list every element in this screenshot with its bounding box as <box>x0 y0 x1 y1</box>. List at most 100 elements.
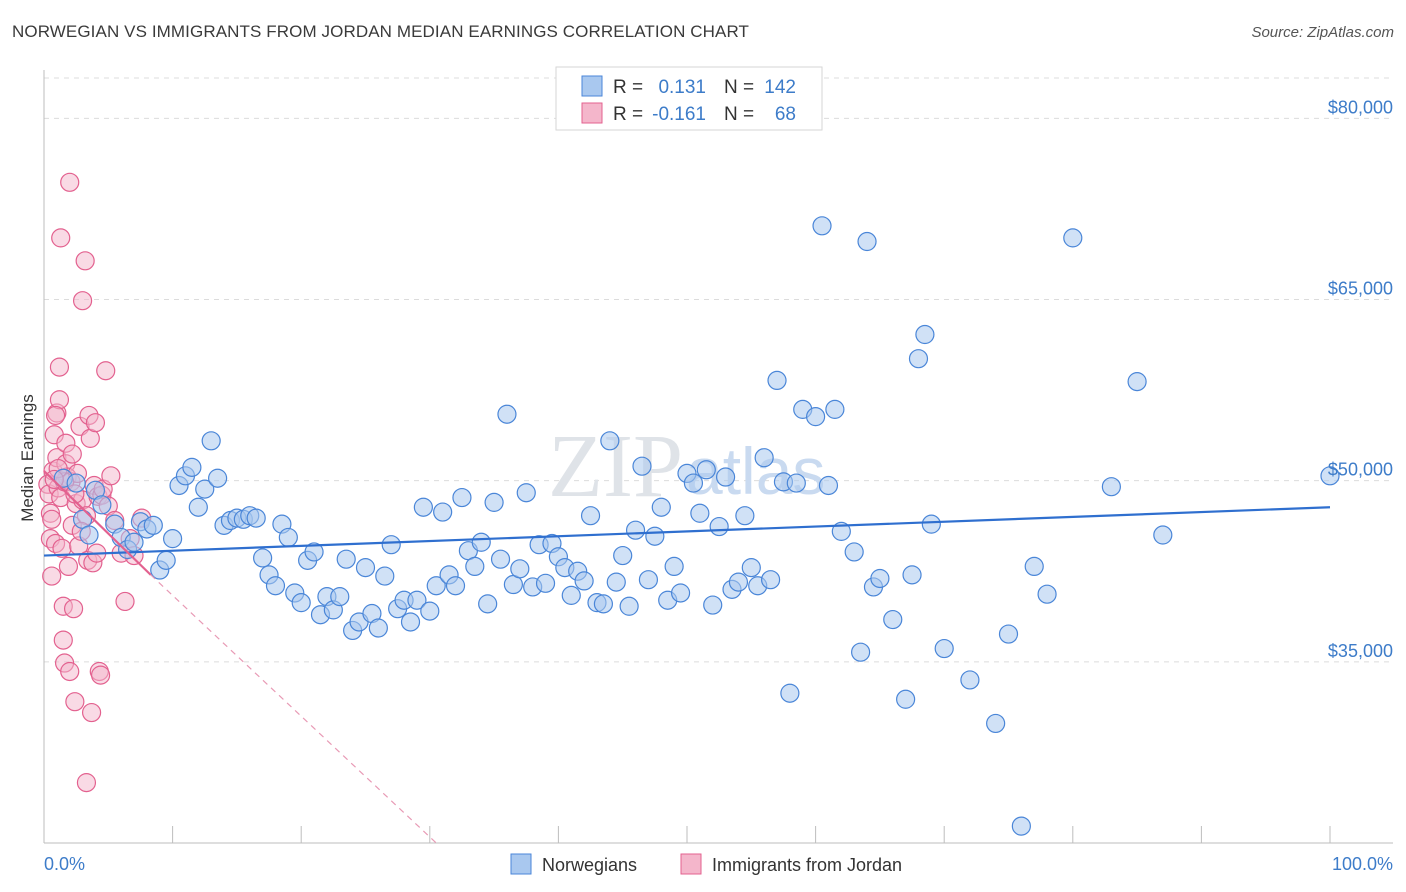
jordan-point <box>76 773 97 793</box>
norwegian-point <box>960 670 980 690</box>
norwegian-point <box>452 487 472 508</box>
jordan-point <box>45 405 66 426</box>
legend-n-label-1: N = <box>724 77 754 98</box>
norwegian-point <box>683 473 704 493</box>
norwegian-point <box>760 570 781 590</box>
norwegian-point <box>304 542 324 562</box>
norwegian-point <box>870 568 890 589</box>
jordan-point <box>85 413 106 433</box>
norwegian-point <box>510 559 530 579</box>
norwegian-point <box>921 514 941 534</box>
norwegian-point <box>445 576 466 596</box>
norwegian-point <box>638 570 659 590</box>
x-tick-min: 0.0% <box>44 854 85 874</box>
norwegian-point <box>754 448 774 468</box>
norwegian-point <box>420 601 440 621</box>
norwegian-point <box>195 479 215 499</box>
norwegian-point <box>400 612 421 632</box>
norwegian-point <box>163 529 183 549</box>
norwegian-point <box>896 689 916 709</box>
norwegian-point <box>696 460 716 480</box>
norwegian-point <box>1127 372 1147 392</box>
y-tick-labels: $35,000 $50,000 $65,000 $80,000 <box>1328 97 1393 661</box>
axes <box>43 70 1393 844</box>
legend-n-value-1: 142 <box>764 77 796 98</box>
norwegian-point <box>381 535 401 555</box>
norwegian-point <box>471 532 491 552</box>
norwegian-point <box>66 473 86 493</box>
norwegian-point <box>728 572 749 592</box>
norwegian-points <box>53 216 1340 836</box>
grid-lines <box>44 77 1393 663</box>
norwegian-point <box>593 594 614 614</box>
norwegian-point <box>574 571 594 591</box>
norwegian-point <box>670 583 691 603</box>
norwegian-point <box>818 475 839 496</box>
source-label: Source: ZipAtlas.com <box>1251 24 1394 41</box>
norwegian-point <box>580 506 601 526</box>
norwegian-point <box>182 457 202 477</box>
norwegian-point <box>336 549 356 569</box>
jordan-point <box>42 509 62 529</box>
y-tick-label: $65,000 <box>1328 278 1393 298</box>
norwegian-point <box>741 558 761 578</box>
legend-swatch-norwegians <box>581 75 603 97</box>
jordan-point <box>51 228 71 248</box>
jordan-point <box>90 665 111 685</box>
norwegian-point <box>208 468 228 488</box>
norwegian-point <box>156 550 176 570</box>
norwegian-point <box>1320 466 1340 486</box>
norwegian-point <box>246 508 266 528</box>
norwegian-point <box>606 572 626 592</box>
norwegian-point <box>478 594 498 614</box>
norwegian-trend-line <box>43 506 1331 557</box>
norwegian-point <box>690 503 710 523</box>
norwegian-point <box>413 497 433 517</box>
norwegian-point <box>632 456 652 476</box>
norwegian-point <box>143 515 163 535</box>
jordan-point <box>60 172 80 192</box>
jordan-point <box>60 661 80 682</box>
legend-r-value-2: -0.161 <box>652 104 706 125</box>
norwegian-point <box>600 431 620 451</box>
norwegian-point <box>426 576 446 596</box>
y-tick-label: $50,000 <box>1328 460 1393 480</box>
norwegian-point <box>368 618 388 638</box>
norwegian-point <box>79 525 99 545</box>
trend-lines <box>43 470 1331 844</box>
norwegian-point <box>433 502 453 522</box>
norwegian-point <box>490 549 511 569</box>
jordan-point <box>81 702 102 723</box>
y-tick-label: $80,000 <box>1328 97 1393 117</box>
norwegian-point <box>805 407 826 427</box>
norwegian-point <box>934 638 954 659</box>
norwegian-point <box>278 527 298 548</box>
legend-n-label-2: N = <box>724 104 754 125</box>
norwegian-point <box>1063 228 1083 248</box>
jordan-point <box>65 692 85 712</box>
norwegian-point <box>767 370 787 391</box>
norwegian-point <box>645 526 665 546</box>
norwegian-point <box>561 585 581 605</box>
norwegian-point <box>831 521 851 541</box>
norwegian-point <box>902 565 922 585</box>
norwegian-point <box>844 542 864 562</box>
x-tick-max: 100.0% <box>1332 854 1393 874</box>
norwegian-point <box>619 596 639 616</box>
bottom-legend-swatch-norwegians <box>510 853 532 875</box>
norwegian-point <box>1153 525 1173 545</box>
norwegian-point <box>812 216 832 236</box>
norwegian-point <box>780 683 800 703</box>
norwegian-point <box>355 558 376 578</box>
legend-r-label-2: R = <box>613 104 643 125</box>
norwegian-point <box>201 431 221 451</box>
jordan-point <box>75 251 95 271</box>
norwegian-point <box>407 590 427 610</box>
norwegian-point <box>908 349 929 369</box>
legend-swatch-jordan <box>581 102 603 124</box>
jordan-point <box>96 361 116 381</box>
norwegian-point <box>651 497 671 517</box>
norwegian-point <box>291 593 311 613</box>
norwegian-point <box>851 642 871 662</box>
y-tick-label: $35,000 <box>1328 641 1393 661</box>
